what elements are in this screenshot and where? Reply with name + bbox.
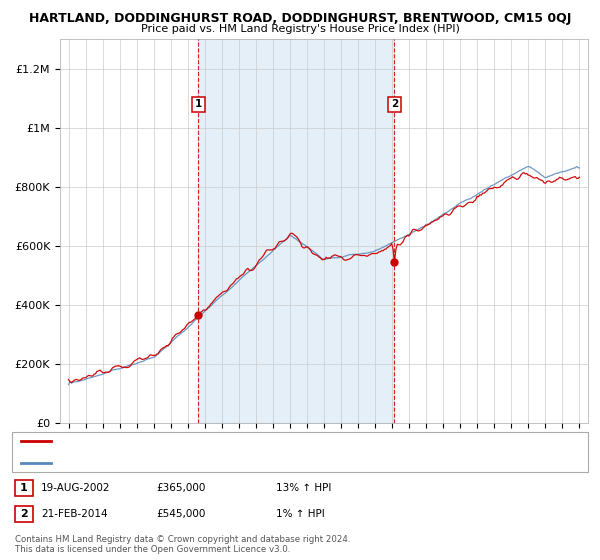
Text: Price paid vs. HM Land Registry's House Price Index (HPI): Price paid vs. HM Land Registry's House … [140, 24, 460, 34]
Text: Contains HM Land Registry data © Crown copyright and database right 2024.
This d: Contains HM Land Registry data © Crown c… [15, 535, 350, 554]
Text: HPI: Average price, detached house, Brentwood: HPI: Average price, detached house, Bren… [57, 458, 290, 468]
Text: £365,000: £365,000 [156, 483, 205, 493]
Text: £545,000: £545,000 [156, 509, 205, 519]
Text: 1: 1 [195, 99, 202, 109]
Text: 1: 1 [20, 483, 28, 493]
Text: 1% ↑ HPI: 1% ↑ HPI [276, 509, 325, 519]
Text: 2: 2 [391, 99, 398, 109]
Text: HARTLAND, DODDINGHURST ROAD, DODDINGHURST, BRENTWOOD, CM15 0QJ: HARTLAND, DODDINGHURST ROAD, DODDINGHURS… [29, 12, 571, 25]
Text: 13% ↑ HPI: 13% ↑ HPI [276, 483, 331, 493]
Text: HARTLAND, DODDINGHURST ROAD, DODDINGHURST, BRENTWOOD, CM15 0QJ (detached: HARTLAND, DODDINGHURST ROAD, DODDINGHURS… [57, 436, 496, 446]
Text: 2: 2 [20, 509, 28, 519]
Text: 19-AUG-2002: 19-AUG-2002 [41, 483, 110, 493]
Text: 21-FEB-2014: 21-FEB-2014 [41, 509, 107, 519]
